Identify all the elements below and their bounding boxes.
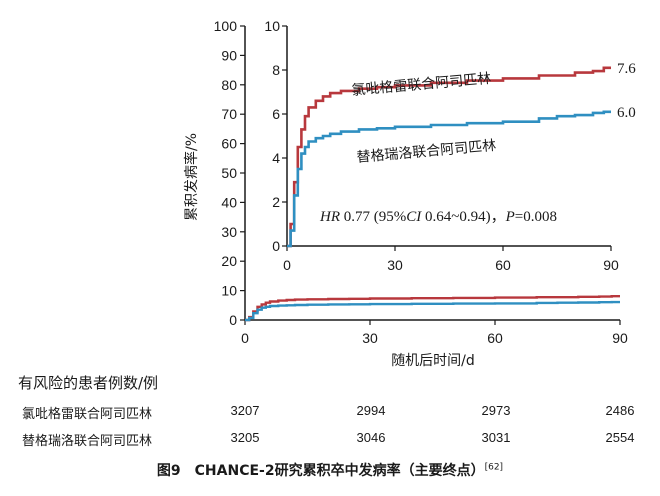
risk-cell: 3031 xyxy=(481,430,511,445)
inset-y-tick-label: 0 xyxy=(272,238,280,254)
risk-row-label: 氯吡格雷联合阿司匹林 xyxy=(22,407,153,422)
series-end-value-label: 6.0 xyxy=(617,105,636,121)
risk-row-clopidogrel: 氯吡格雷联合阿司匹林 3207 2994 2973 2486 xyxy=(0,403,660,423)
risk-row-ticagrelor: 替格瑞洛联合阿司匹林 3205 3046 3031 2554 xyxy=(0,430,660,450)
risk-cell: 3046 xyxy=(356,430,386,445)
inset-y-tick-label: 6 xyxy=(272,106,280,122)
inset-series-line-0 xyxy=(287,66,611,248)
main-x-tick-label: 90 xyxy=(612,330,628,346)
y-axis-title: 累积发病率/% xyxy=(183,133,200,221)
risk-cell: 2486 xyxy=(605,403,635,418)
inset-x-tick-label: 30 xyxy=(387,257,403,273)
risk-cell: 2554 xyxy=(605,430,635,445)
inset-x-tick-label: 0 xyxy=(283,257,291,273)
main-x-tick-label: 0 xyxy=(241,330,249,346)
main-series-line-0 xyxy=(245,295,620,322)
main-x-tick-label: 60 xyxy=(487,330,503,346)
risk-cell: 2994 xyxy=(356,403,386,418)
inset-x-tick-label: 60 xyxy=(495,257,511,273)
inset-y-tick-label: 8 xyxy=(272,62,280,78)
main-y-tick-label: 100 xyxy=(214,18,238,34)
risk-cell: 3205 xyxy=(230,430,260,445)
hazard-ratio-annotation: HR 0.77 (95%CI 0.64~0.94)，P=0.008 xyxy=(319,209,557,225)
ci-label: CI xyxy=(406,209,422,225)
inset-y-tick-label: 2 xyxy=(272,194,280,210)
main-x-tick-label: 30 xyxy=(362,330,378,346)
inset-y-tick-label: 4 xyxy=(272,150,280,166)
main-y-tick-label: 90 xyxy=(221,47,237,63)
series-name-label: 替格瑞洛联合阿司匹林 xyxy=(356,138,497,166)
main-y-tick-label: 40 xyxy=(221,194,237,210)
p-value: =0.008 xyxy=(515,209,557,225)
ci-value: 0.64~0.94)， xyxy=(421,209,505,225)
series-end-value-label: 7.6 xyxy=(617,61,636,77)
hr-value: 0.77 (95% xyxy=(340,209,406,225)
risk-cell: 3207 xyxy=(230,403,260,418)
caption-text: 图9 CHANCE-2研究累积卒中发病率（主要终点） xyxy=(156,463,485,479)
main-y-tick-label: 30 xyxy=(221,224,237,240)
series-name-label: 氯吡格雷联合阿司匹林 xyxy=(351,71,492,99)
inset-series-line-1 xyxy=(287,110,611,248)
risk-table-title: 有风险的患者例数/例 xyxy=(18,374,159,392)
main-y-tick-label: 10 xyxy=(221,283,237,299)
main-y-tick-label: 80 xyxy=(221,77,237,93)
hr-label: HR xyxy=(319,209,340,225)
risk-row-label: 替格瑞洛联合阿司匹林 xyxy=(22,434,153,449)
main-y-tick-label: 70 xyxy=(221,106,237,122)
main-y-tick-label: 50 xyxy=(221,165,237,181)
risk-cell: 2973 xyxy=(481,403,511,418)
caption-reference: [62] xyxy=(484,462,504,473)
inset-x-tick-label: 90 xyxy=(603,257,619,273)
main-y-tick-label: 60 xyxy=(221,136,237,152)
x-axis-title: 随机后时间/d xyxy=(391,353,475,369)
inset-y-tick-label: 10 xyxy=(264,18,280,34)
figure-caption: 图9 CHANCE-2研究累积卒中发病率（主要终点）[62] xyxy=(0,460,660,480)
p-label: P xyxy=(505,209,515,225)
main-series-line-1 xyxy=(245,300,620,322)
main-y-tick-label: 0 xyxy=(229,312,237,328)
main-y-tick-label: 20 xyxy=(221,253,237,269)
inset-plot: 0 2 4 6 8 10 0 30 60 90 氯吡格雷联合阿司匹林 7.6 替格瑞洛联合阿司匹林 6.0 xyxy=(264,18,636,273)
